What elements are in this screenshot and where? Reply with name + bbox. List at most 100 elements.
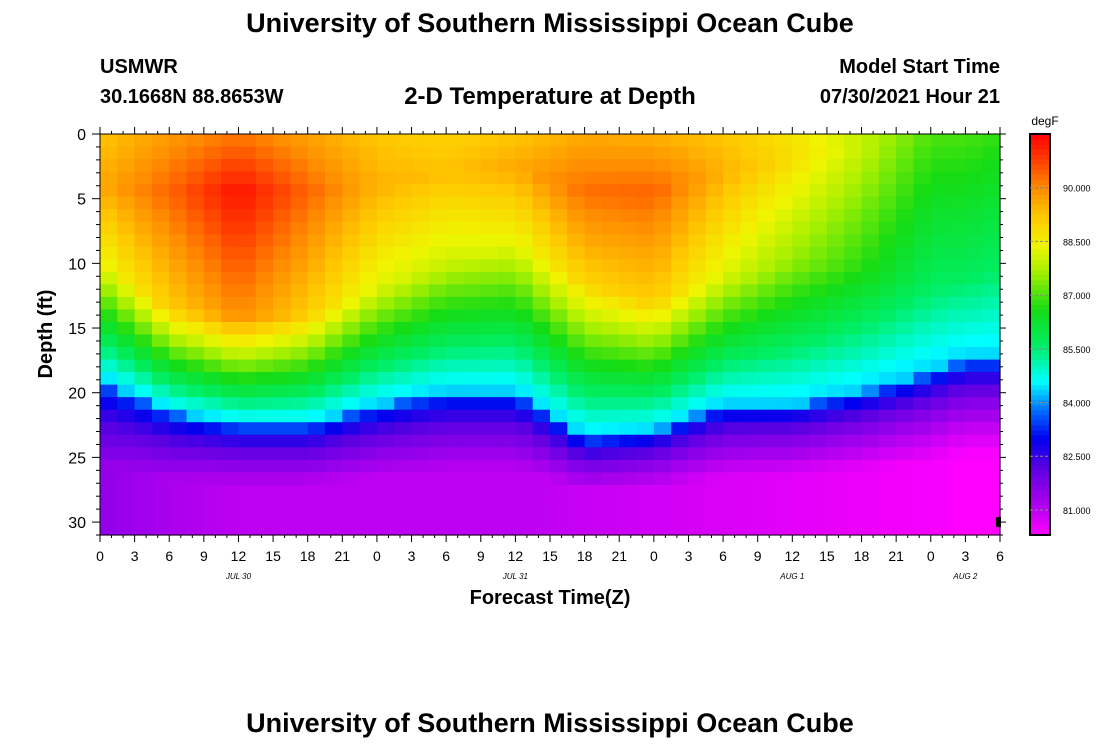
heatmap-cell bbox=[913, 234, 932, 248]
heatmap-cell bbox=[273, 209, 291, 223]
heatmap-cell bbox=[844, 334, 863, 348]
heatmap-cell bbox=[723, 209, 741, 223]
heatmap-cell bbox=[117, 522, 136, 536]
heatmap-cell bbox=[221, 134, 240, 148]
heatmap-cell bbox=[601, 384, 620, 398]
heatmap-cell bbox=[394, 196, 413, 210]
heatmap-cell bbox=[255, 271, 274, 285]
heatmap-cell bbox=[221, 522, 240, 536]
heatmap-cell bbox=[307, 209, 326, 223]
heatmap-cell bbox=[169, 522, 188, 536]
heatmap-cell bbox=[740, 234, 759, 248]
heatmap-cell bbox=[550, 522, 568, 536]
heatmap-cell bbox=[221, 209, 240, 223]
heatmap-cell bbox=[238, 459, 257, 473]
heatmap-cell bbox=[705, 209, 724, 223]
heatmap-cell bbox=[532, 309, 551, 323]
heatmap-cell bbox=[498, 484, 516, 499]
heatmap-cell bbox=[480, 309, 499, 323]
heatmap-cell bbox=[151, 347, 170, 361]
heatmap-cell bbox=[169, 246, 188, 260]
heatmap-cell bbox=[203, 459, 222, 473]
heatmap-cell bbox=[792, 422, 811, 436]
heatmap-cell bbox=[186, 509, 205, 524]
heatmap-cell bbox=[100, 159, 118, 173]
heatmap-cell bbox=[100, 284, 118, 298]
heatmap-cell bbox=[826, 184, 845, 198]
heatmap-cell bbox=[411, 384, 430, 398]
heatmap-cell bbox=[100, 209, 118, 223]
heatmap-cell bbox=[325, 234, 343, 248]
heatmap-cell bbox=[307, 347, 326, 361]
heatmap-cell bbox=[792, 509, 811, 524]
heatmap-cell bbox=[446, 472, 465, 486]
heatmap-cell bbox=[619, 509, 638, 524]
heatmap-cell bbox=[948, 221, 966, 235]
heatmap-cell bbox=[740, 459, 759, 473]
heatmap-cell bbox=[584, 284, 603, 298]
heatmap-cell bbox=[221, 271, 240, 285]
heatmap-cell bbox=[117, 347, 136, 361]
heatmap-cell bbox=[169, 146, 188, 160]
heatmap-cell bbox=[446, 309, 465, 323]
colorbar-segment bbox=[1030, 359, 1050, 366]
heatmap-cell bbox=[740, 134, 759, 148]
heatmap-cell bbox=[411, 196, 430, 210]
heatmap-cell bbox=[117, 484, 136, 499]
heatmap-cell bbox=[376, 497, 395, 511]
heatmap-cell bbox=[532, 296, 551, 311]
colorbar-segment bbox=[1030, 174, 1050, 180]
heatmap-cell bbox=[550, 159, 568, 173]
heatmap-cell bbox=[290, 434, 309, 448]
heatmap-cell bbox=[671, 284, 690, 298]
heatmap-cell bbox=[896, 321, 915, 336]
heatmap-cell bbox=[688, 422, 707, 436]
heatmap-cell bbox=[255, 497, 274, 511]
heatmap-cell bbox=[325, 422, 343, 436]
heatmap-cell bbox=[601, 321, 620, 336]
heatmap-cell bbox=[965, 484, 984, 499]
heatmap-cell bbox=[359, 209, 378, 223]
heatmap-cell bbox=[913, 196, 932, 210]
heatmap-cell bbox=[463, 509, 482, 524]
heatmap-cell bbox=[705, 347, 724, 361]
heatmap-cell bbox=[480, 234, 499, 248]
heatmap-cell bbox=[861, 196, 880, 210]
heatmap-cell bbox=[325, 171, 343, 185]
colorbar-segment bbox=[1030, 339, 1050, 346]
heatmap-cell bbox=[723, 409, 741, 423]
heatmap-cell bbox=[221, 372, 240, 386]
heatmap-cell bbox=[463, 422, 482, 436]
colorbar-frame bbox=[1029, 133, 1051, 536]
heatmap-cell bbox=[342, 472, 361, 486]
heatmap-cell bbox=[203, 334, 222, 348]
heatmap-cell bbox=[446, 321, 465, 336]
heatmap-cell bbox=[307, 397, 326, 411]
heatmap-cell bbox=[394, 184, 413, 198]
heatmap-cell bbox=[411, 184, 430, 198]
heatmap-cell bbox=[446, 209, 465, 223]
heatmap-cell bbox=[948, 321, 966, 336]
x-tick-label: 0 bbox=[927, 548, 935, 564]
heatmap-cell bbox=[186, 159, 205, 173]
heatmap-cell bbox=[203, 196, 222, 210]
heatmap-cell bbox=[273, 196, 291, 210]
heatmap-cell bbox=[913, 171, 932, 185]
heatmap-cell bbox=[930, 397, 949, 411]
heatmap-cell bbox=[342, 146, 361, 160]
heatmap-cell bbox=[238, 171, 257, 185]
heatmap-cell bbox=[255, 321, 274, 336]
heatmap-cell bbox=[844, 246, 863, 260]
heatmap-cell bbox=[290, 271, 309, 285]
heatmap-cell bbox=[775, 384, 793, 398]
heatmap-cell bbox=[359, 422, 378, 436]
heatmap-cell bbox=[151, 334, 170, 348]
heatmap-cell bbox=[342, 522, 361, 536]
heatmap-cell bbox=[584, 171, 603, 185]
heatmap-cell bbox=[221, 472, 240, 486]
heatmap-cell bbox=[515, 509, 534, 524]
heatmap-cell bbox=[394, 509, 413, 524]
heatmap-cell bbox=[463, 184, 482, 198]
heatmap-cell bbox=[428, 434, 447, 448]
heatmap-cell bbox=[428, 296, 447, 311]
